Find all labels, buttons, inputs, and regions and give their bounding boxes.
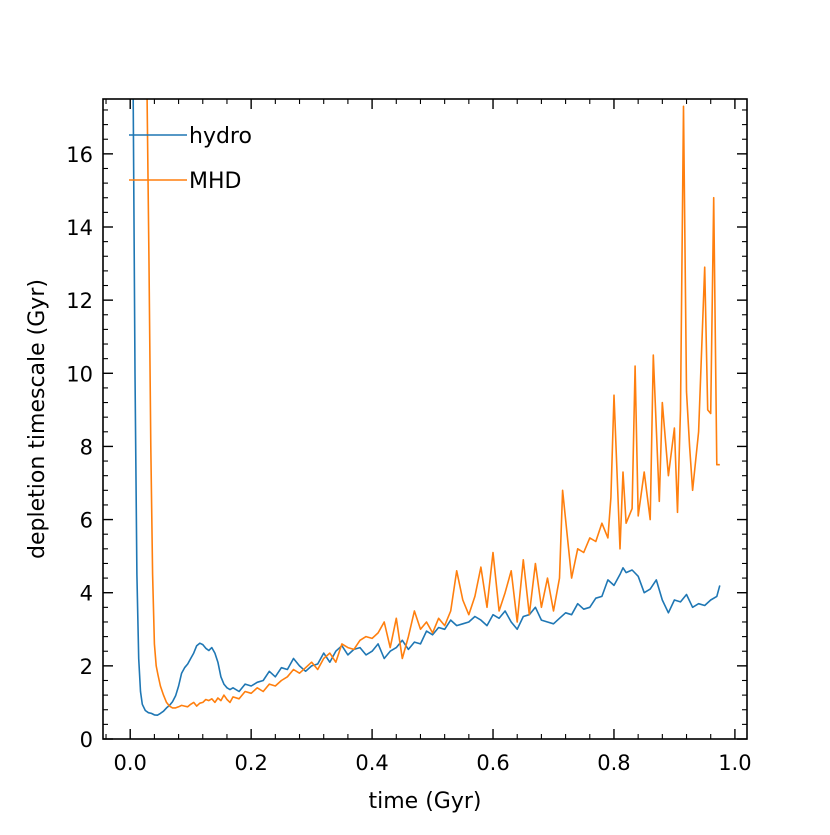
y-axis-label: depletion timescale (Gyr): [25, 279, 50, 559]
y-tick-label: 16: [66, 143, 93, 167]
y-tick-label: 6: [80, 509, 93, 533]
y-tick-label: 10: [66, 362, 93, 386]
plot-frame: [102, 98, 748, 740]
series-line-mhd: [146, 99, 720, 709]
x-tick-label: 0.0: [114, 751, 147, 775]
y-tick-label: 4: [80, 582, 93, 606]
x-tick-label: 1.0: [718, 751, 751, 775]
x-tick-label: 0.2: [234, 751, 267, 775]
y-tick-label: 8: [80, 435, 93, 459]
x-tick-label: 0.8: [597, 751, 630, 775]
y-tick-label: 0: [80, 728, 93, 752]
legend: hydro MHD: [129, 124, 252, 194]
series-layer: [132, 99, 721, 717]
y-tick-label: 2: [80, 655, 93, 679]
x-axis-label: time (Gyr): [369, 789, 482, 814]
y-tick-label: 14: [66, 216, 93, 240]
y-tick-label: 12: [66, 289, 93, 313]
x-tick-label: 0.4: [355, 751, 388, 775]
tick-layer: 0.0 0.2 0.4 0.6 0.8 1.0 0 2 4 6 8 10 12 14 16: [66, 99, 752, 775]
series-line-hydro: [132, 99, 721, 717]
legend-label-mhd: MHD: [189, 169, 241, 194]
x-tick-label: 0.6: [476, 751, 509, 775]
legend-label-hydro: hydro: [189, 124, 252, 149]
